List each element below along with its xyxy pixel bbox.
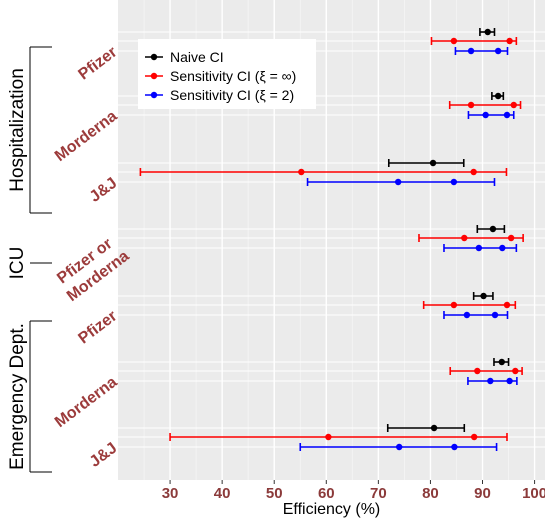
sensitivity-ci-inf [139, 168, 508, 176]
group-bracket: Emergency Dept. [7, 320, 52, 473]
category-label: Pfizer [75, 308, 120, 348]
x-tick-label: 40 [214, 485, 231, 502]
ci-point [475, 244, 483, 252]
category-label: J&J [87, 440, 121, 471]
ci-point [450, 301, 458, 309]
ci-point [470, 168, 477, 176]
ci-point [450, 37, 458, 45]
category-label: Morderna [52, 374, 121, 432]
ci-point [506, 37, 513, 45]
ci-point [467, 101, 475, 109]
group-bracket: Hospitalization [7, 46, 52, 214]
ci-point [506, 377, 513, 385]
ci-point [507, 234, 515, 242]
x-tick-label: 50 [266, 485, 283, 502]
naive-ci [476, 225, 506, 233]
interval-marks [139, 28, 524, 451]
ci-point [482, 111, 489, 119]
sensitivity-ci-2 [443, 244, 518, 252]
ci-point [491, 311, 499, 319]
ci-point [298, 168, 305, 176]
sensitivity-ci-inf [430, 37, 518, 45]
x-tick-label: 90 [474, 485, 491, 502]
ci-point [510, 101, 517, 109]
group-bracket: ICU [7, 247, 52, 280]
legend-item: Sensitivity CI (ξ = ∞) [145, 68, 296, 84]
group-label: ICU [7, 247, 28, 280]
sensitivity-ci-inf [418, 234, 524, 242]
ci-point [480, 292, 487, 300]
ci-point [429, 159, 437, 167]
legend-box [138, 39, 316, 109]
legend-item: Sensitivity CI (ξ = 2) [145, 87, 294, 103]
ci-point [470, 433, 478, 441]
ci-point [503, 301, 511, 309]
naive-ci [479, 28, 496, 36]
ci-point [503, 111, 511, 119]
category-label: Morderna [52, 108, 121, 166]
ci-point [461, 234, 468, 242]
group-brackets: Hospitalization ICU Emergency Dept. [7, 46, 52, 473]
ci-point [489, 225, 497, 233]
category-label: Pfizer [75, 44, 120, 84]
category-label: J&J [87, 175, 121, 206]
legend-point [150, 53, 158, 61]
sensitivity-ci-inf [448, 101, 522, 109]
legend-item: Naive CI [145, 49, 224, 65]
naive-ci [493, 358, 510, 366]
ci-point [498, 358, 505, 366]
legend-point [150, 72, 158, 80]
legend-label: Naive CI [170, 49, 224, 65]
ci-point [494, 92, 502, 100]
sensitivity-ci-2 [467, 111, 515, 119]
x-tick-label: 30 [162, 485, 179, 502]
group-label: Emergency Dept. [7, 323, 28, 470]
naive-ci [472, 292, 494, 300]
sensitivity-ci-2 [454, 47, 509, 55]
ci-point [512, 367, 519, 375]
ci-point [494, 47, 502, 55]
x-tick-label: 80 [422, 485, 439, 502]
legend: Naive CI Sensitivity CI (ξ = ∞) Sensitivit… [138, 39, 316, 109]
ci-point [451, 443, 458, 451]
sensitivity-ci-2 [299, 443, 498, 451]
ci-point [467, 47, 475, 55]
ci-point [463, 311, 471, 319]
ci-point [395, 443, 403, 451]
ci-point [484, 28, 491, 36]
ci-point [474, 367, 481, 375]
ci-point [450, 178, 458, 186]
x-axis-title: Efficiency (%) [283, 501, 381, 518]
sensitivity-ci-2 [467, 377, 518, 385]
ci-point [394, 178, 402, 186]
x-tick-label: 70 [370, 485, 387, 502]
ci-point [499, 244, 506, 252]
x-tick-label: 60 [318, 485, 335, 502]
legend-label: Sensitivity CI (ξ = ∞) [170, 68, 296, 84]
ci-point [430, 424, 438, 432]
ci-point [487, 377, 494, 385]
sensitivity-ci-inf [422, 301, 517, 309]
sensitivity-ci-inf [169, 433, 508, 441]
x-axis-ticks: 30 40 50 60 70 80 90 100 [162, 480, 545, 502]
naive-ci [387, 159, 465, 167]
legend-point [150, 91, 158, 99]
sensitivity-ci-inf [449, 367, 523, 375]
legend-label: Sensitivity CI (ξ = 2) [170, 87, 294, 103]
ci-point [325, 433, 332, 441]
naive-ci [491, 92, 505, 100]
x-tick-label: 100 [522, 485, 545, 502]
sensitivity-ci-2 [443, 311, 509, 319]
sensitivity-ci-2 [306, 178, 496, 186]
naive-ci [386, 424, 466, 432]
group-label: Hospitalization [7, 68, 28, 192]
